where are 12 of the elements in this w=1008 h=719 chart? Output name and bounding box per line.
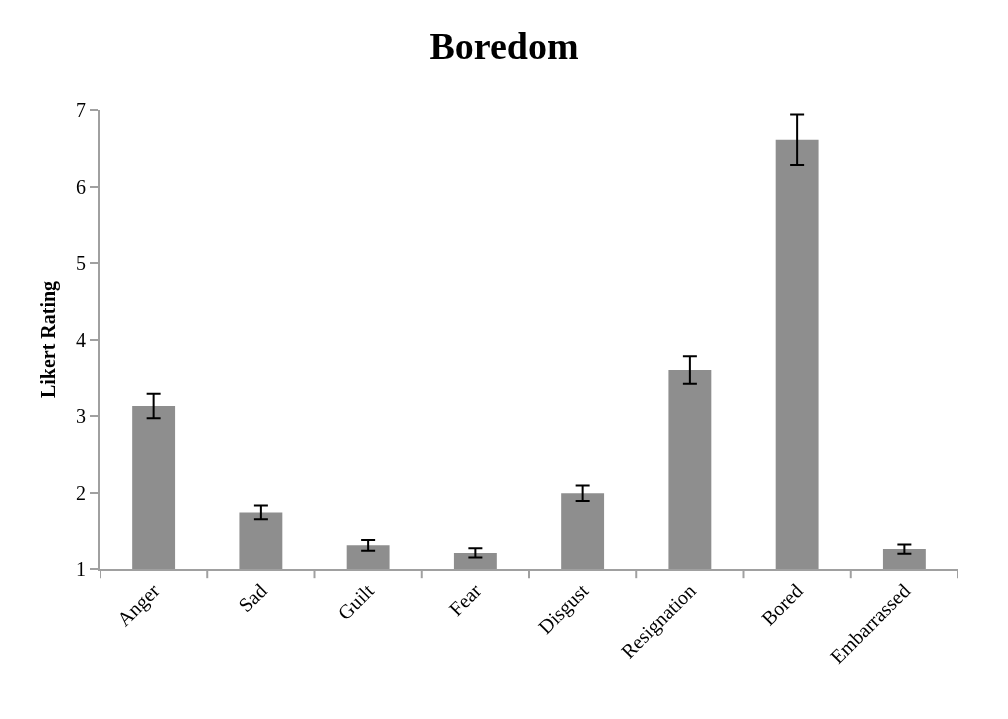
y-tick-label: 5	[76, 252, 86, 274]
x-tick-label: Guilt	[333, 579, 379, 624]
y-tick-label: 6	[76, 175, 86, 198]
x-tick-label: Fear	[444, 579, 486, 621]
y-tick-label: 4	[76, 328, 86, 351]
y-tick-label: 2	[76, 481, 86, 504]
y-tick-label: 3	[76, 405, 86, 427]
chart-title: Boredom	[429, 24, 579, 67]
y-tick-label: 7	[76, 99, 86, 121]
x-tick-label: Sad	[234, 579, 271, 617]
y-axis-title: Likert Rating	[37, 280, 60, 399]
y-tick-label: 1	[76, 558, 86, 580]
